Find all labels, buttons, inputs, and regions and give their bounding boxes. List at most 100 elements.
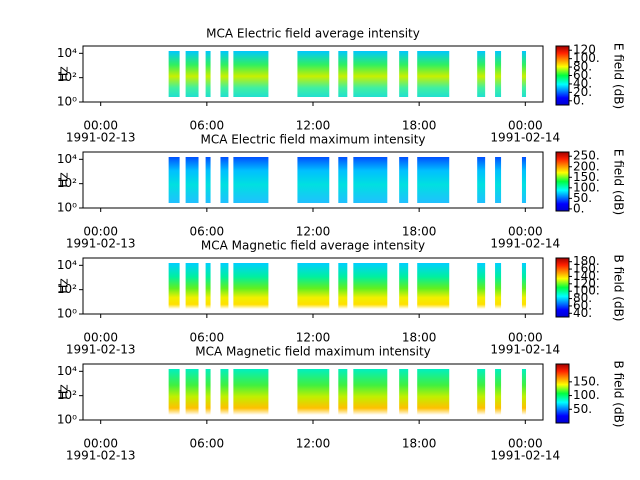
- x-tick-label: 06:00: [190, 437, 225, 451]
- spectrogram-block: [353, 157, 388, 203]
- spectrogram-block: [185, 263, 199, 309]
- x-tick-label: 06:00: [190, 331, 225, 345]
- y-axis-label: Hz: [57, 172, 71, 187]
- y-tick-label: 10⁰: [57, 95, 77, 109]
- spectrogram-block: [338, 369, 348, 415]
- spectrogram-block: [205, 157, 211, 203]
- spectrogram-block: [233, 369, 269, 415]
- x-tick-label: 18:00: [402, 119, 437, 133]
- spectrogram-block: [477, 157, 486, 203]
- colorbar-tick-label: 160.: [573, 262, 600, 276]
- spectrogram-block: [338, 263, 348, 309]
- y-tick-label: 10⁴: [57, 364, 77, 378]
- spectrogram-block: [495, 263, 502, 309]
- y-tick-label: 10²: [57, 176, 77, 190]
- y-tick-label: 10⁰: [57, 413, 77, 427]
- spectrogram-block: [417, 157, 450, 203]
- spectrogram-block: [185, 157, 199, 203]
- y-tick-label: 10⁰: [57, 201, 77, 215]
- x-tick-label: 18:00: [402, 437, 437, 451]
- spectrogram-block: [477, 369, 486, 415]
- x-tick-label: 12:00: [296, 225, 331, 239]
- colorbar: [555, 45, 570, 106]
- spectrogram-block: [495, 157, 502, 203]
- spectrogram-block: [477, 263, 486, 309]
- spectrogram-block: [233, 263, 269, 309]
- y-tick-label: 10²: [57, 70, 77, 84]
- colorbar: [555, 257, 570, 318]
- colorbar-tick-label: 50.: [573, 191, 592, 205]
- spectrogram-block: [521, 369, 527, 415]
- colorbar-label: B field (dB): [612, 361, 626, 428]
- x-tick-label: 00:00: [83, 331, 118, 345]
- x-tick-label: 00:00: [508, 437, 543, 451]
- spectrogram-block: [399, 369, 409, 415]
- y-tick-label: 10²: [57, 388, 77, 402]
- spectrogram-block: [417, 263, 450, 309]
- spectrogram-block: [205, 263, 211, 309]
- colorbar-tick-label: 150.: [573, 374, 600, 388]
- y-tick-label: 10⁴: [57, 258, 77, 272]
- colorbar-tick-label: 120: [573, 43, 596, 57]
- panel-title: MCA Magnetic field average intensity: [201, 239, 425, 253]
- spectrogram-block: [297, 263, 330, 309]
- y-tick-label: 10⁴: [57, 152, 77, 166]
- spectrogram-block: [168, 157, 180, 203]
- spectrogram-block: [185, 51, 199, 97]
- spectrogram-block: [521, 157, 527, 203]
- spectrogram-block: [521, 263, 527, 309]
- spectrogram-block: [338, 157, 348, 203]
- x-tick-label: 00:00: [83, 119, 118, 133]
- x-tick-label: 00:00: [508, 331, 543, 345]
- colorbar: [555, 151, 570, 212]
- spectrogram-block: [168, 263, 180, 309]
- colorbar-tick-label: 40.: [573, 306, 592, 320]
- spectrogram-block: [399, 51, 409, 97]
- colorbar-tick-label: 40.: [573, 76, 592, 90]
- x-date-label: 1991-02-13: [66, 343, 136, 357]
- colorbar-tick-label: 100.: [573, 284, 600, 298]
- colorbar-tick-label: 80.: [573, 60, 592, 74]
- panel-title: MCA Magnetic field maximum intensity: [195, 345, 431, 359]
- x-date-label: 1991-02-13: [66, 237, 136, 251]
- colorbar-tick-label: 100.: [573, 388, 600, 402]
- spectrogram-block: [168, 51, 180, 97]
- x-tick-label: 12:00: [296, 119, 331, 133]
- spectrogram-block: [353, 263, 388, 309]
- colorbar-label: E field (dB): [612, 43, 626, 109]
- panel-title: MCA Electric field maximum intensity: [200, 133, 425, 147]
- x-tick-label: 00:00: [83, 437, 118, 451]
- x-tick-label: 06:00: [190, 119, 225, 133]
- spectrogram-block: [338, 51, 348, 97]
- spectrogram-block: [205, 369, 211, 415]
- x-tick-label: 00:00: [83, 225, 118, 239]
- x-tick-label: 12:00: [296, 437, 331, 451]
- colorbar-tick-label: 180.: [573, 254, 600, 268]
- spectrogram-block: [495, 369, 502, 415]
- spectrogram-block: [233, 51, 269, 97]
- y-axis-label: Hz: [57, 278, 71, 293]
- x-date-label: 1991-02-14: [490, 449, 560, 463]
- spectrogram-block: [477, 51, 486, 97]
- spectrogram-block: [417, 51, 450, 97]
- x-tick-label: 12:00: [296, 331, 331, 345]
- y-tick-label: 10⁴: [57, 46, 77, 60]
- colorbar-tick-label: 140.: [573, 269, 600, 283]
- y-axis-label: Hz: [57, 66, 71, 81]
- colorbar-tick-label: 80.: [573, 291, 592, 305]
- colorbar-tick-label: 250.: [573, 149, 600, 163]
- x-tick-label: 18:00: [402, 225, 437, 239]
- y-tick-label: 10²: [57, 282, 77, 296]
- x-date-label: 1991-02-14: [490, 237, 560, 251]
- colorbar-tick-label: 60.: [573, 298, 592, 312]
- colorbar-tick-label: 120.: [573, 276, 600, 290]
- colorbar-label: B field (dB): [612, 255, 626, 322]
- spectrogram-block: [185, 369, 199, 415]
- colorbar-tick-label: 0.: [573, 201, 584, 215]
- colorbar-tick-label: 100.: [573, 180, 600, 194]
- colorbar-tick-label: 50.: [573, 402, 592, 416]
- colorbar-tick-label: 0.: [573, 93, 584, 107]
- x-tick-label: 18:00: [402, 331, 437, 345]
- spectrogram-block: [399, 157, 409, 203]
